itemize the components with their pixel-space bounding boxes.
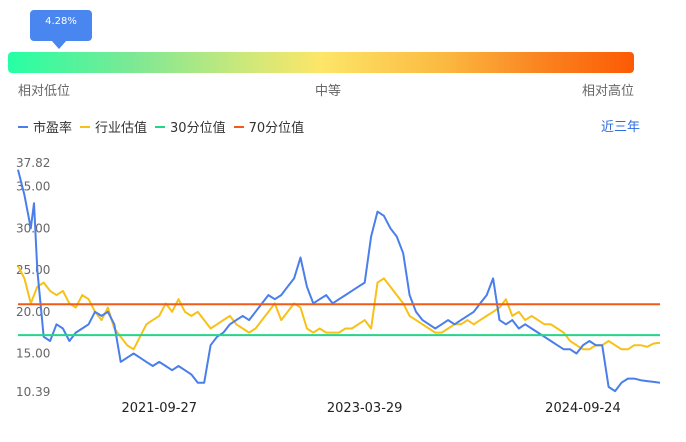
pe-series-line [17,169,661,393]
y-tick-label: 25.00 [16,263,50,277]
legend-swatch-pe [18,125,28,128]
x-tick-label: 2021-09-27 [121,401,197,416]
industry-series-line [17,265,661,351]
time-range-button[interactable]: 近三年 [600,120,640,135]
y-tick-label: 35.00 [16,180,50,194]
x-tick-label: 2023-03-29 [327,401,403,416]
legend-item-industry[interactable]: 行业估值 [80,117,147,136]
chart-legend: 市盈率 行业估值 30分位值 70分位值 [18,117,304,136]
gauge-mid-label: 中等 [315,84,342,99]
percentile-badge: 4.28% [30,10,92,49]
percentile-label: 4.28% [45,16,77,27]
legend-label-p30: 30分位值 [170,121,226,136]
y-tick-label: 30.00 [16,221,50,235]
legend-item-p30[interactable]: 30分位值 [155,117,226,136]
y-tick-label: 15.00 [16,347,50,361]
legend-label-industry: 行业估值 [95,121,148,136]
legend-item-pe[interactable]: 市盈率 [18,117,72,136]
y-tick-label: 20.00 [16,305,50,319]
legend-swatch-industry [80,125,91,128]
x-tick-label: 2024-09-24 [545,401,621,416]
valuation-gauge-bar [8,52,634,73]
pe-line-chart: 37.82 35.00 30.00 25.00 20.00 15.00 10.39 2021-… [16,156,661,416]
y-tick-label: 37.82 [16,156,50,170]
gauge-low-label: 相对低位 [18,84,71,99]
y-tick-label: 10.39 [16,385,50,399]
gauge-high-label: 相对高位 [582,84,635,99]
legend-label-pe: 市盈率 [33,121,73,136]
legend-swatch-p70 [233,125,244,128]
legend-label-p70: 70分位值 [248,121,305,136]
legend-item-p70[interactable]: 70分位值 [233,117,305,136]
legend-swatch-p30 [155,125,166,128]
